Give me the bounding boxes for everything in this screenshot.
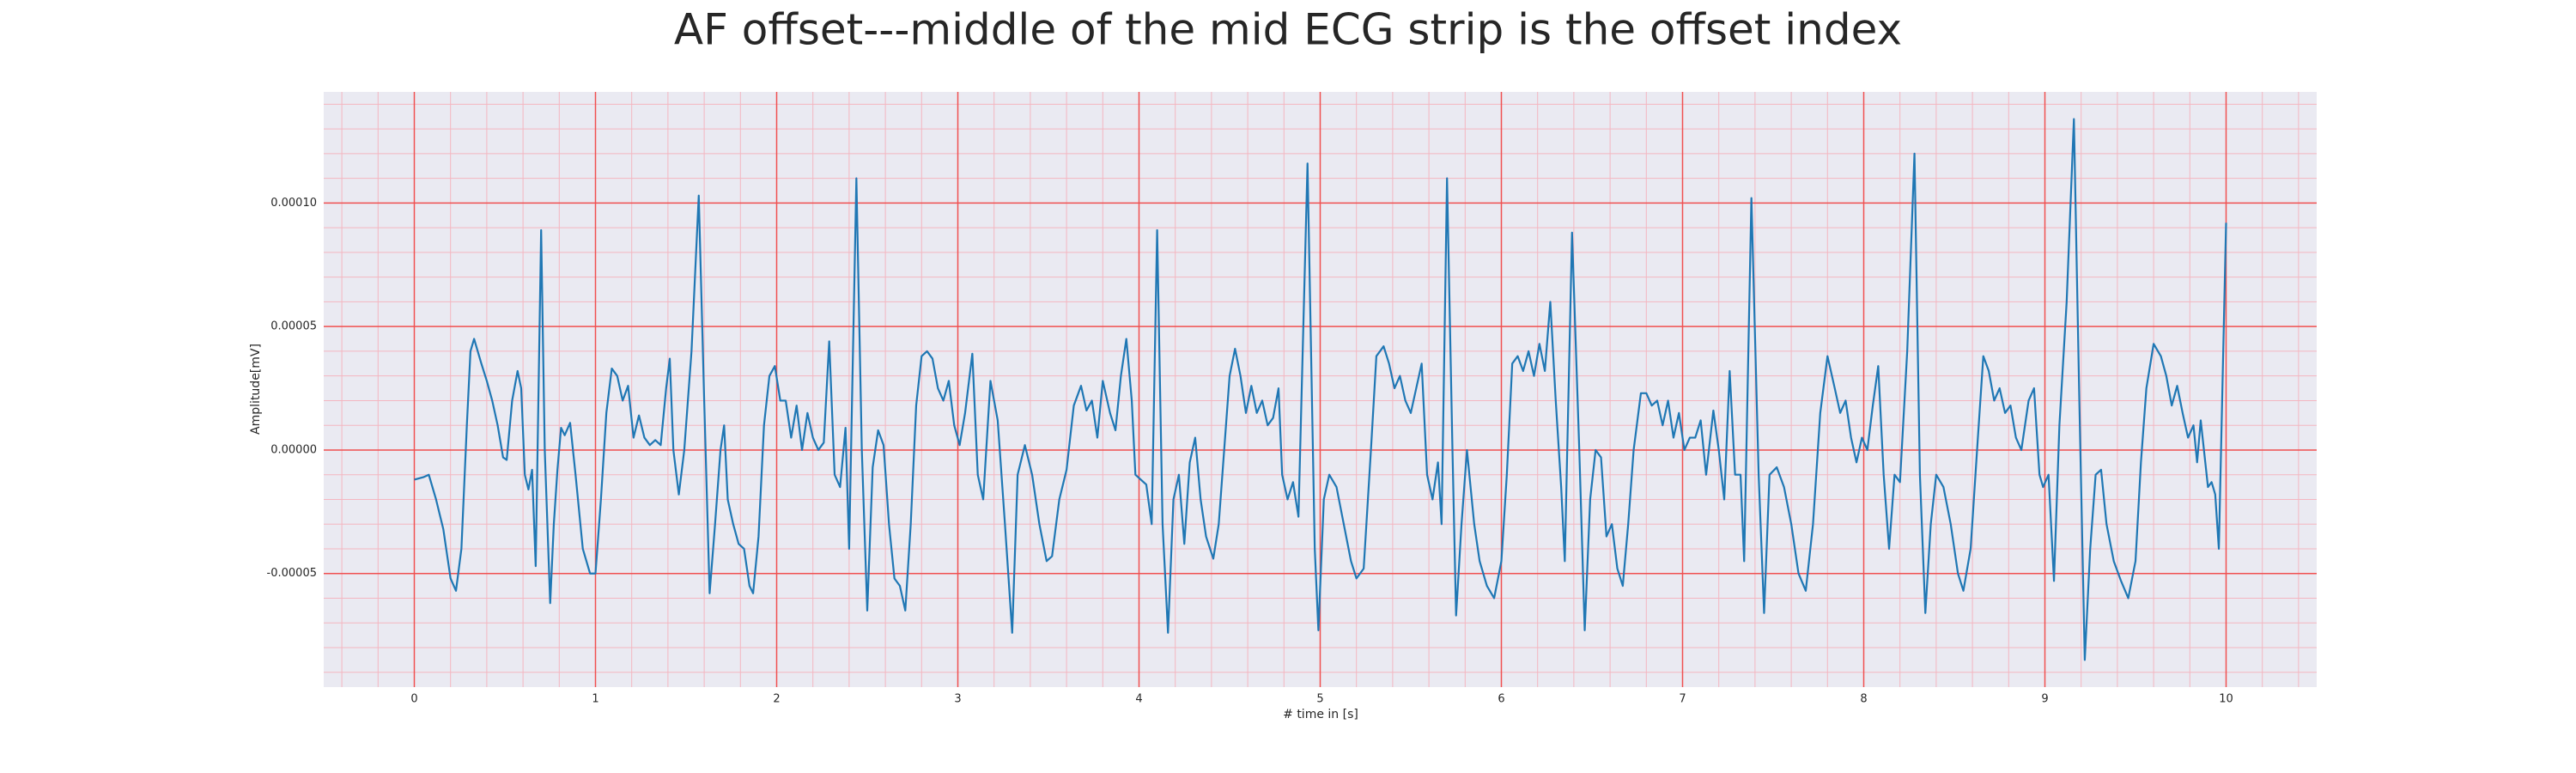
x-tick-label: 9 bbox=[2041, 693, 2048, 706]
x-tick-label: 2 bbox=[773, 693, 780, 706]
chart-title: AF offset---middle of the mid ECG strip … bbox=[674, 5, 1902, 55]
y-tick-label: 0.00010 bbox=[270, 197, 317, 210]
x-tick-label: 7 bbox=[1679, 693, 1686, 706]
x-tick-label: 1 bbox=[592, 693, 598, 706]
x-tick-label: 5 bbox=[1316, 693, 1323, 706]
x-tick-label: 10 bbox=[2219, 693, 2233, 706]
ecg-line bbox=[414, 118, 2227, 661]
y-tick-label: 0.00000 bbox=[270, 443, 317, 456]
x-axis-label: # time in [s] bbox=[1283, 708, 1358, 721]
y-axis-label: Amplitude[mV] bbox=[249, 344, 263, 435]
y-tick-label: 0.00005 bbox=[270, 320, 317, 333]
y-tick-label: -0.00005 bbox=[267, 567, 317, 580]
x-tick-label: 8 bbox=[1860, 693, 1867, 706]
x-tick-label: 6 bbox=[1498, 693, 1504, 706]
x-tick-label: 4 bbox=[1135, 693, 1142, 706]
x-tick-label: 3 bbox=[954, 693, 961, 706]
x-tick-label: 0 bbox=[410, 693, 417, 706]
